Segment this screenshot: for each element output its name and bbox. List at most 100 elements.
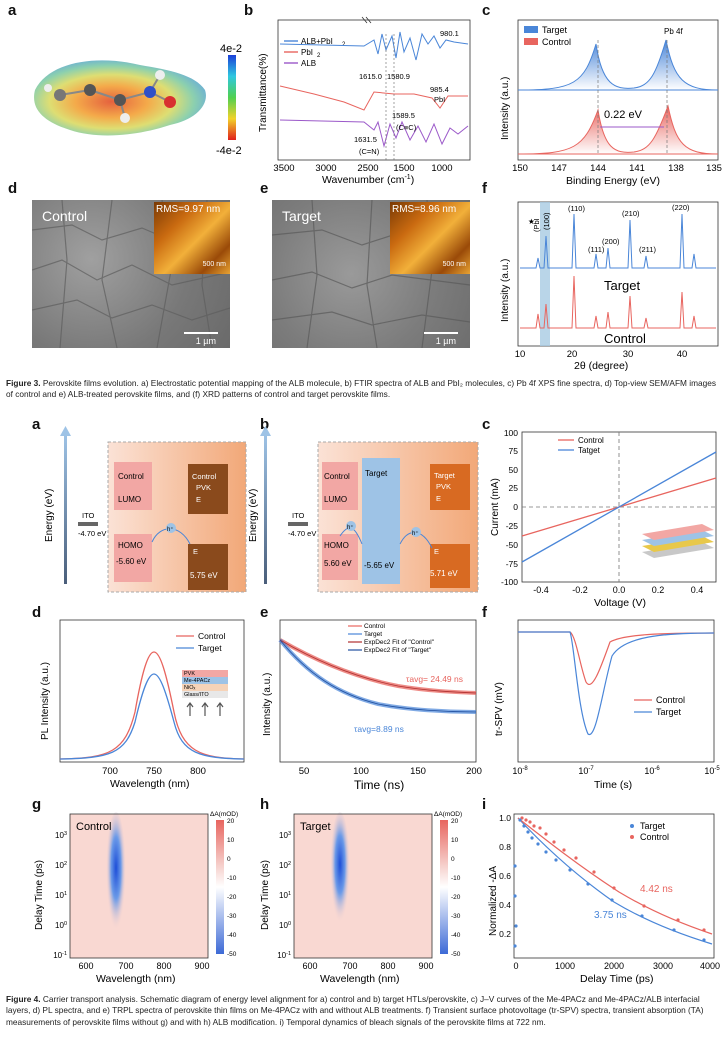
xrd-chart: Intensity (a.u.) ★ (PbI (100) (110) (111… [500,201,719,372]
xrd-peak-210: (210) [622,209,640,218]
svg-text:10-1: 10-1 [277,951,291,960]
sem-target-scalebar [424,332,458,334]
trpl-legend-target: Target [364,631,382,638]
xrd-peak-211: (211) [639,245,656,254]
svg-text:10-1: 10-1 [53,951,67,960]
svg-text:-50: -50 [506,540,519,550]
svg-text:10-7: 10-7 [578,766,594,776]
panel-label-4a: a [32,416,41,433]
svg-text:0: 0 [451,856,455,863]
jv-xlabel: Voltage (V) [594,597,646,609]
svg-text:4000: 4000 [700,961,720,971]
device-stack-inset [642,524,714,558]
pl-legend-target: Target [198,643,222,653]
svg-text:PVK: PVK [184,671,195,677]
svg-text:-25: -25 [506,521,519,531]
svg-text:-100: -100 [501,577,518,587]
target-htl-box-b [362,458,400,584]
svg-text:h⁺: h⁺ [347,524,354,531]
xrd-control-label: Control [604,331,646,346]
xps-title: Pb 4f [664,27,683,36]
svg-text:0.4: 0.4 [691,585,704,595]
xrd-peak-110: (110) [568,204,585,213]
ftir-xtick: 1000 [431,163,452,174]
ftir-legend-alb-pbi: ALB+PbI [301,37,333,46]
bleach-tau-target: 3.75 ns [594,910,627,921]
bleach-target-points [513,818,706,948]
pvk-box-a [188,464,228,514]
ta-control-ylabel: Delay Time (ps) [34,860,45,930]
svg-text:1000: 1000 [555,961,575,971]
xrd-xtick: 10 [515,349,526,360]
svg-text:102: 102 [55,861,67,870]
svg-text:E: E [436,494,441,503]
panel-label-4d: d [32,604,42,621]
bleach-ylabel: Normalized -ΔA [488,866,499,936]
svg-text:NiOₓ: NiOₓ [184,685,195,691]
svg-text:800: 800 [380,961,395,971]
xrd-xtick: 30 [623,349,634,360]
afm-target: RMS=8.96 nm 500 nm [390,202,470,274]
svg-text:700: 700 [342,961,357,971]
ito-label-a: ITO [82,511,95,520]
svg-text:10: 10 [227,837,235,844]
xps-target-peaks [517,39,719,91]
svg-text:E: E [196,495,201,504]
trspv-xlabel: Time (s) [594,779,632,791]
ftir-peak-985: 985.4 [430,85,449,94]
afm-control-scale: 500 nm [202,261,226,268]
trspv-chart: Control Target tr-SPV (mV) 10-8 10-7 10-… [494,619,720,791]
homo-label-b: HOMO [324,541,349,550]
bleach-kinetics-chart: Target Control 4.42 ns 3.75 ns Normalize… [488,813,720,985]
trpl-ylabel: Intensity (a.u.) [262,673,273,736]
xps-xtick: 138 [668,163,684,174]
svg-text:101: 101 [55,891,67,900]
ftir-peak-1589: 1589.5 [392,111,415,120]
energy-diagram-a: Energy (eV) ITO -4.70 eV Control LUMO HO… [44,426,247,593]
svg-text:101: 101 [279,891,291,900]
energy-diagram-b: Energy (eV) ITO -4.70 eV Control LUMO HO… [248,426,479,593]
bleach-xlabel: Delay Time (ps) [580,973,654,985]
svg-text:-10: -10 [451,875,461,882]
homo-label-a: HOMO [118,541,143,550]
ftir-pbi-label: PbI [434,95,445,104]
svg-text:800: 800 [156,961,171,971]
ito-label-b: ITO [292,511,305,520]
ftir-ylabel: Transmittance(%) [258,53,269,132]
xps-shift-label: 0.22 eV [604,109,643,121]
panel-label-4f: f [482,604,487,621]
svg-text:700: 700 [118,961,133,971]
caption-4-lead: Figure 4. [6,994,41,1004]
svg-text:-40: -40 [227,932,237,939]
ta-target-xlabel: Wavelength (nm) [320,973,400,985]
trspv-target-line [518,631,715,735]
svg-text:0.4: 0.4 [499,900,511,910]
panel-label-3e: e [260,180,269,197]
xps-xtick: 150 [512,163,528,174]
target-label-b: Target [365,469,388,478]
trspv-ylabel: tr-SPV (mV) [494,682,505,736]
lumo-label-b: LUMO [324,495,347,504]
ftir-legend-alb: ALB [301,59,316,68]
panel-label-3a: a [8,2,17,19]
xrd-target-label: Target [604,278,641,293]
panel-label-4e: e [260,604,269,621]
xrd-highlight [540,202,550,346]
ta-map-target: Target ΔA(mOD) 20 10 0 -10 -20 -30 -40 -50 D… [260,811,462,985]
svg-text:-75: -75 [506,559,519,569]
esp-max-label: 4e-2 [220,43,242,55]
ta-target-colorbar [440,820,448,954]
sem-control-label: Control [42,208,88,224]
xps-xtick: 141 [629,163,645,174]
svg-text:900: 900 [418,961,433,971]
pvk-label-a: Control [192,472,217,481]
svg-text:700: 700 [102,766,118,777]
ta-control-cbar-label: ΔA(mOD) [210,811,238,818]
ftir-xtick: 2500 [357,163,378,174]
svg-text:50: 50 [509,465,519,475]
trpl-legend-fit-target: ExpDec2 Fit of "Target" [364,647,432,654]
xrd-xlabel: 2θ (degree) [574,360,628,372]
trpl-tau-target: τavg=8.89 ns [354,724,404,734]
pl-target-line [59,673,245,760]
caption-3-lead: Figure 3. [6,378,41,388]
